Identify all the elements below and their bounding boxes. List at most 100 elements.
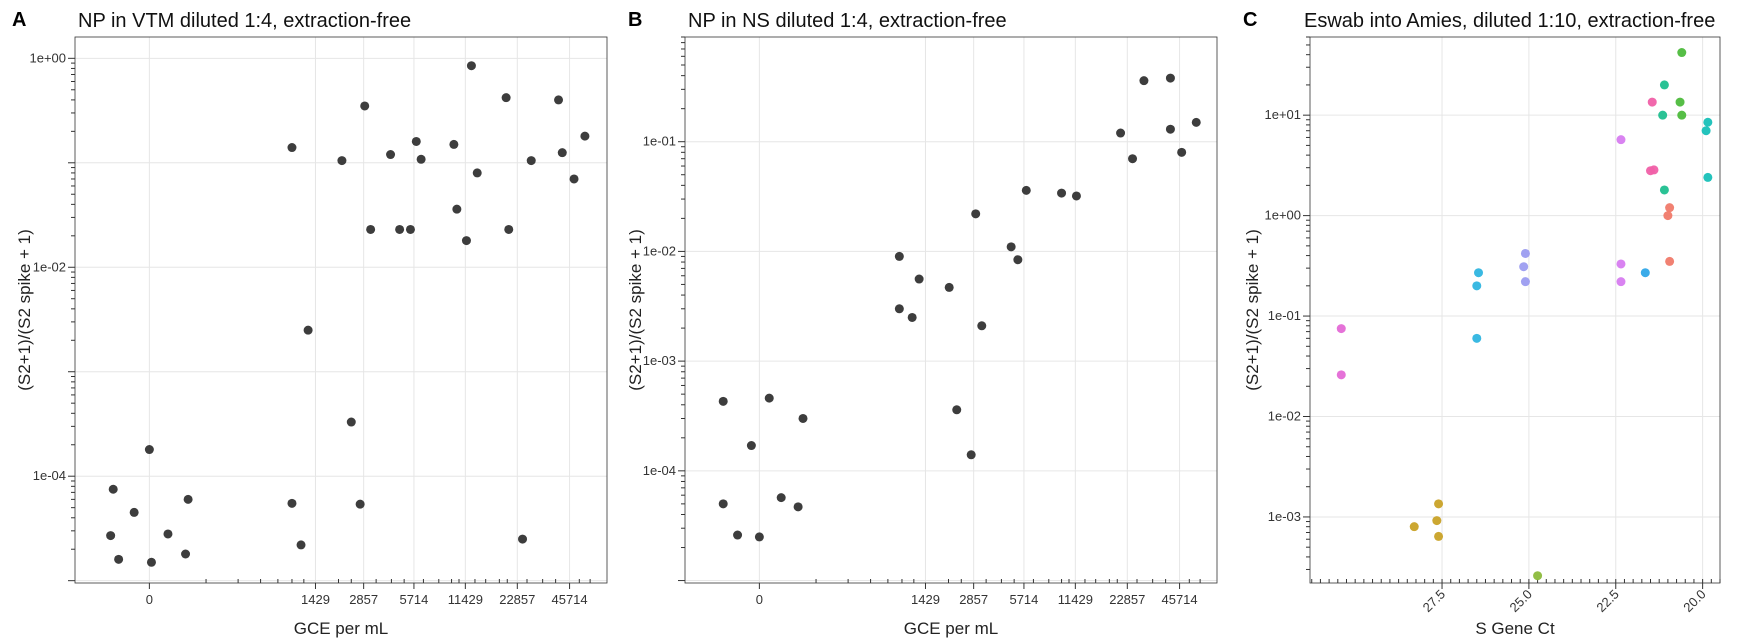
- data-point: [1336, 324, 1346, 334]
- panel-b: B NP in NS diluted 1:4, extraction-free …: [626, 9, 1218, 638]
- data-point: [1677, 48, 1687, 58]
- data-point: [405, 224, 415, 234]
- y-axis-label: (S2+1)/(S2 spike + 1): [626, 229, 645, 391]
- data-point: [746, 441, 756, 451]
- x-tick-label: 2857: [349, 592, 378, 607]
- x-axis-label: GCE per mL: [904, 619, 998, 638]
- data-point: [452, 204, 462, 214]
- y-tick-label: 1e+01: [1264, 107, 1301, 122]
- y-axis-label: (S2+1)/(S2 spike + 1): [15, 229, 34, 391]
- data-point: [1533, 571, 1543, 581]
- y-tick-label: 1e+00: [29, 50, 66, 65]
- y-tick-label: 1e-02: [643, 243, 676, 258]
- y-tick-label: 1e-02: [1268, 409, 1301, 424]
- data-point: [1701, 126, 1711, 136]
- data-point: [776, 493, 786, 503]
- x-tick-label: 27.5: [1420, 587, 1449, 616]
- data-point: [1472, 281, 1482, 291]
- data-point: [1472, 333, 1482, 343]
- data-point: [108, 484, 118, 494]
- data-point: [501, 93, 511, 103]
- panel-letter: A: [12, 9, 26, 31]
- panel-title: Eswab into Amies, diluted 1:10, extracti…: [1304, 10, 1715, 32]
- data-point: [337, 156, 347, 166]
- data-point: [1021, 185, 1031, 195]
- panel-title: NP in NS diluted 1:4, extraction-free: [688, 10, 1007, 32]
- x-axis-label: S Gene Ct: [1475, 619, 1555, 638]
- data-point: [1432, 516, 1442, 526]
- data-point: [346, 417, 356, 427]
- data-point: [793, 502, 803, 512]
- x-tick-label: 1429: [301, 592, 330, 607]
- data-point: [1658, 110, 1668, 120]
- data-point: [1006, 242, 1016, 252]
- data-point: [355, 499, 365, 509]
- data-point: [1191, 117, 1201, 127]
- data-point: [907, 312, 917, 322]
- data-point: [386, 150, 396, 160]
- x-tick-label: 25.0: [1507, 587, 1536, 616]
- data-point: [395, 224, 405, 234]
- data-point: [1649, 165, 1659, 175]
- data-point: [114, 554, 124, 564]
- data-point: [569, 174, 579, 184]
- x-tick-label: 11429: [448, 592, 483, 607]
- data-point: [944, 282, 954, 292]
- panel-a: A NP in VTM diluted 1:4, extraction-free…: [12, 9, 608, 638]
- data-point: [1616, 135, 1626, 145]
- x-axis-label: GCE per mL: [294, 619, 388, 638]
- y-tick-label: 1e-02: [33, 259, 66, 274]
- data-point: [764, 393, 774, 403]
- panel-letter: C: [1243, 9, 1257, 31]
- y-tick-label: 1e-04: [643, 463, 676, 478]
- data-point: [718, 499, 728, 509]
- data-point: [1677, 110, 1687, 120]
- y-tick-label: 1e-01: [1268, 308, 1301, 323]
- data-point: [557, 148, 567, 158]
- y-tick-label: 1e+00: [1264, 208, 1301, 223]
- data-point: [144, 445, 154, 455]
- data-point: [303, 325, 313, 335]
- data-point: [1336, 370, 1346, 380]
- x-tick-label: 5714: [1009, 592, 1038, 607]
- x-tick-label: 2857: [959, 592, 988, 607]
- data-point: [1647, 97, 1657, 107]
- data-point: [1057, 188, 1067, 198]
- x-tick-label: 22.5: [1593, 587, 1622, 616]
- data-point: [1665, 203, 1675, 213]
- data-point: [718, 396, 728, 406]
- data-point: [554, 95, 564, 105]
- plot-frame: [684, 36, 1218, 584]
- x-tick-label: 45714: [1161, 592, 1197, 607]
- data-point: [798, 413, 808, 423]
- data-point: [411, 136, 421, 146]
- data-point: [504, 224, 514, 234]
- data-point: [1663, 211, 1673, 221]
- panel-title: NP in VTM diluted 1:4, extraction-free: [78, 10, 411, 32]
- data-point: [1675, 97, 1685, 107]
- data-point: [1434, 531, 1444, 541]
- data-point: [1409, 522, 1419, 532]
- data-point: [733, 530, 743, 540]
- data-point: [971, 209, 981, 219]
- data-point: [518, 534, 528, 544]
- x-tick-label: 22857: [499, 592, 535, 607]
- data-point: [1665, 256, 1675, 266]
- x-tick-label: 0: [756, 592, 763, 607]
- data-point: [449, 139, 459, 149]
- data-point: [1474, 268, 1484, 278]
- data-point: [1177, 147, 1187, 157]
- data-point: [461, 236, 471, 246]
- y-tick-label: 1e-01: [643, 134, 676, 149]
- data-point: [287, 498, 297, 508]
- data-point: [146, 557, 156, 567]
- data-point: [1659, 80, 1669, 90]
- data-point: [894, 304, 904, 314]
- data-point: [296, 540, 306, 550]
- data-point: [1013, 255, 1023, 265]
- plot-frame: [74, 36, 608, 584]
- data-point: [181, 549, 191, 559]
- data-point: [894, 251, 904, 261]
- x-tick-label: 1429: [911, 592, 940, 607]
- x-tick-label: 45714: [551, 592, 587, 607]
